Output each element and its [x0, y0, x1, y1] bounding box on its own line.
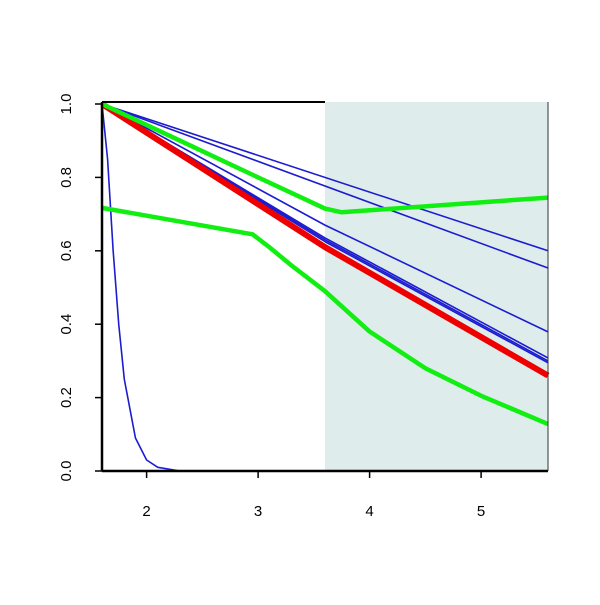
series-line — [101, 103, 549, 252]
x-tick-label: 4 — [365, 503, 373, 520]
x-tick-label: 2 — [142, 503, 150, 520]
x-tick-label: 5 — [477, 503, 485, 520]
y-tick-label: 0.6 — [58, 240, 75, 261]
series-line — [101, 101, 549, 215]
series-line — [100, 101, 550, 379]
shaded-region — [325, 102, 548, 471]
x-tick-label: 3 — [254, 503, 262, 520]
y-tick-label: 0.2 — [58, 387, 75, 408]
y-tick-label: 1.0 — [58, 94, 75, 115]
series-line — [101, 103, 549, 269]
series-line — [101, 205, 549, 427]
y-tick-label: 0.4 — [58, 314, 75, 335]
series-line — [101, 103, 548, 472]
series-line — [101, 103, 549, 333]
y-tick-label: 0.0 — [58, 461, 75, 482]
y-tick-label: 0.8 — [58, 167, 75, 188]
